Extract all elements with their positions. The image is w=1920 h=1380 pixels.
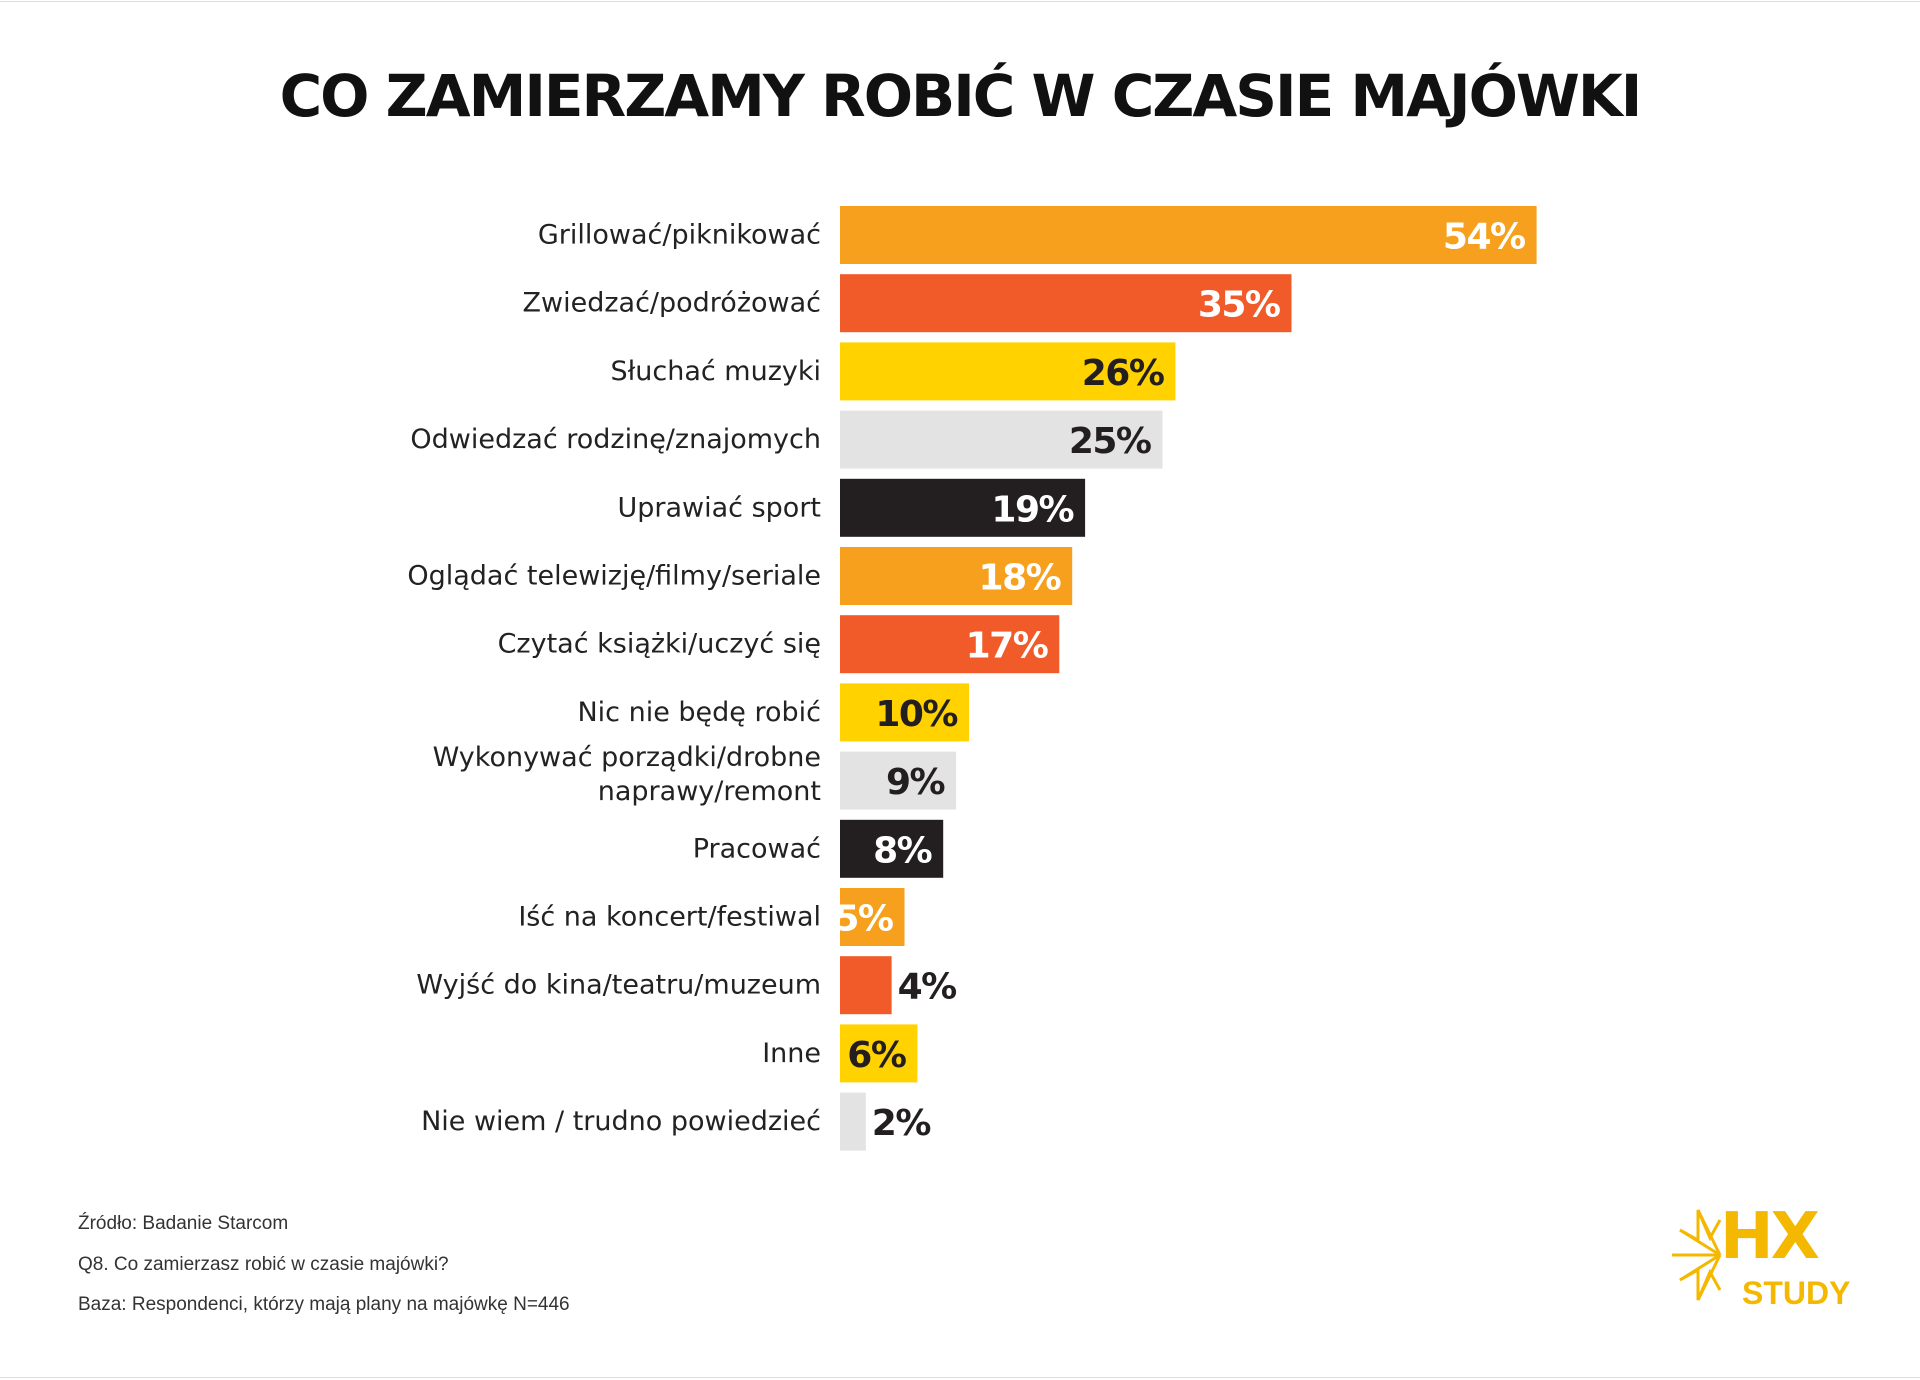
frame-bottom-line — [0, 1377, 1920, 1378]
value-label: 8% — [873, 830, 932, 871]
value-label: 2% — [872, 1103, 931, 1144]
bar — [840, 1092, 866, 1151]
bar — [840, 206, 1537, 264]
hx-study-logo: HX STUDY — [1672, 1200, 1850, 1311]
value-label: 54% — [1443, 217, 1525, 258]
value-label: 10% — [875, 694, 957, 735]
frame-top-line — [0, 1, 1920, 2]
value-label: 17% — [966, 626, 1048, 667]
bar — [840, 615, 1060, 674]
category-label: Odwiedzać rodzinę/znajomych — [410, 424, 821, 455]
category-label: Słuchać muzyki — [610, 356, 821, 387]
bar-chart: Grillować/piknikować 54% Zwiedzać/podróżow… — [407, 206, 1537, 1151]
footnote-source: Źródło: Badanie Starcom — [78, 1213, 289, 1234]
bar-row: Odwiedzać rodzinę/znajomych 25% — [410, 410, 1163, 469]
bar — [840, 956, 892, 1015]
bar-row: Nic nie będę robić 10% — [577, 683, 969, 742]
category-label: Czytać książki/uczyć się — [498, 629, 821, 660]
category-label: Grillować/piknikować — [538, 220, 821, 251]
category-label: Wyjść do kina/teatru/muzeum — [416, 970, 821, 1001]
bar — [840, 751, 957, 810]
bar — [840, 683, 969, 742]
category-label: Nie wiem / trudno powiedzieć — [421, 1106, 821, 1137]
bar — [840, 547, 1073, 605]
category-label: Zwiedzać/podróżować — [523, 288, 821, 319]
bar-row: Inne 6% — [762, 1024, 918, 1083]
bar-row: Oglądać telewizję/filmy/seriale 18% — [407, 547, 1073, 605]
bar — [840, 274, 1292, 333]
value-label: 4% — [898, 967, 957, 1008]
bar-row: Wyjść do kina/teatru/muzeum 4% — [416, 956, 958, 1015]
bar-row: Słuchać muzyki 26% — [610, 342, 1176, 401]
category-label: Wykonywać porządki/drobne — [433, 742, 821, 773]
value-label: 25% — [1069, 421, 1151, 462]
bar-row: Iść na koncert/festiwal 5% — [518, 888, 905, 946]
value-label: 35% — [1198, 285, 1280, 326]
footnote-base: Baza: Respondenci, którzy mają plany na … — [78, 1294, 570, 1315]
logo-sub-text: STUDY — [1742, 1275, 1850, 1311]
value-label: 9% — [886, 762, 945, 803]
bar — [840, 478, 1086, 537]
category-label: naprawy/remont — [598, 776, 821, 807]
category-label: Inne — [762, 1038, 821, 1069]
bar — [840, 819, 944, 878]
value-label: 19% — [991, 489, 1073, 530]
bar-row: Czytać książki/uczyć się 17% — [498, 615, 1060, 674]
bar-row: Nie wiem / trudno powiedzieć 2% — [421, 1092, 932, 1151]
chart-title: CO ZAMIERZAMY ROBIĆ W CZASIE MAJÓWKI — [279, 62, 1643, 130]
footnote-question: Q8. Co zamierzasz robić w czasie majówki… — [78, 1254, 449, 1275]
category-label: Nic nie będę robić — [577, 697, 821, 728]
bar-row: Uprawiać sport 19% — [617, 478, 1086, 537]
bar-row: Grillować/piknikować 54% — [538, 206, 1537, 264]
bar — [840, 410, 1163, 469]
category-label: Oglądać telewizję/filmy/seriale — [407, 561, 821, 592]
bar — [840, 1024, 918, 1083]
bar — [840, 342, 1176, 401]
value-label: 18% — [979, 558, 1061, 599]
bar — [840, 888, 905, 946]
value-label: 6% — [847, 1035, 906, 1076]
category-label: Pracować — [693, 833, 821, 864]
category-label: Iść na koncert/festiwal — [518, 902, 821, 933]
bar-row: Pracować 8% — [693, 819, 944, 878]
logo-main-text: HX — [1720, 1200, 1820, 1274]
value-label: 5% — [834, 899, 893, 940]
category-label: Uprawiać sport — [617, 492, 821, 523]
value-label: 26% — [1082, 353, 1164, 394]
bar-row: Zwiedzać/podróżować 35% — [523, 274, 1292, 333]
sunburst-icon — [1672, 1209, 1722, 1301]
